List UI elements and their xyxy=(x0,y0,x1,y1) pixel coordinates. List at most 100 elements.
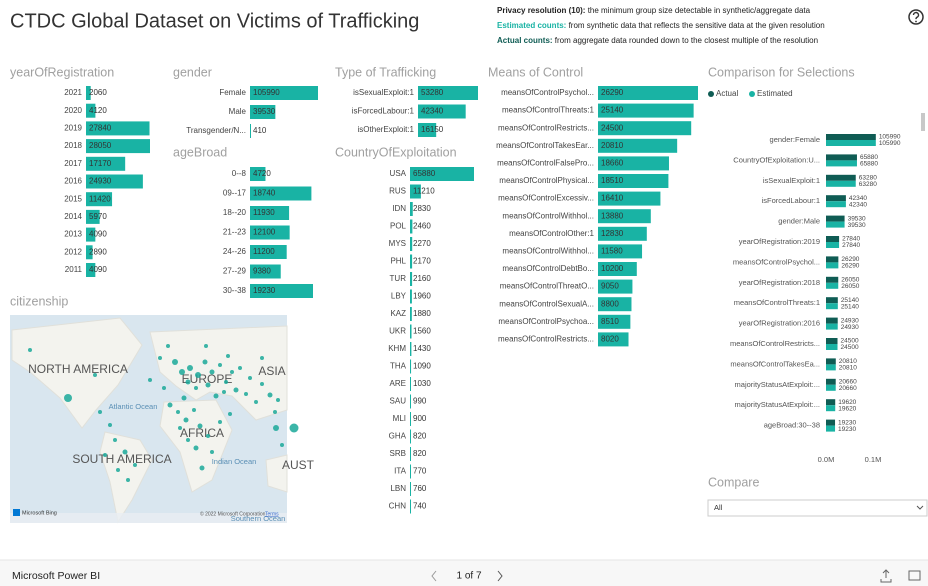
bar-value: 11580 xyxy=(601,247,623,256)
bar-value: 2890 xyxy=(89,247,107,256)
bar xyxy=(410,184,421,199)
bar xyxy=(410,412,411,426)
map-dot xyxy=(199,465,205,471)
map-dot xyxy=(267,392,273,398)
row-label: MYS xyxy=(389,239,406,248)
row-label: 0--8 xyxy=(232,169,247,178)
row-label: 09--17 xyxy=(223,189,247,198)
bar-estimated xyxy=(826,364,836,371)
bar-actual xyxy=(826,276,839,283)
row-label: meansOfControlRestricts... xyxy=(730,339,820,348)
bar xyxy=(250,186,312,201)
next-page[interactable] xyxy=(497,570,503,582)
map-dot xyxy=(113,438,117,442)
map-label: SOUTH AMERICA xyxy=(72,452,171,466)
row-label: ageBroad:30--38 xyxy=(764,421,820,430)
x-tick-label: 0.0M xyxy=(818,455,835,464)
row-label: SRB xyxy=(390,449,406,458)
bar-value: 990 xyxy=(413,397,427,406)
row-label: SAU xyxy=(390,397,407,406)
row-label: KHM xyxy=(388,344,406,353)
row-label: LBN xyxy=(390,484,406,493)
map-dot xyxy=(218,363,222,367)
footer xyxy=(0,560,928,586)
bar-value: 2270 xyxy=(413,239,431,248)
bar xyxy=(86,103,96,118)
bar-estimated xyxy=(826,160,857,167)
bar-value: 16410 xyxy=(601,194,624,203)
map-label: AFRICA xyxy=(180,426,224,440)
map-dot xyxy=(148,378,152,382)
map-dot xyxy=(122,449,128,455)
row-label: meansOfControlRestricts... xyxy=(498,123,594,132)
row-label: meansOfControlPsychol... xyxy=(501,88,594,97)
bar xyxy=(250,264,281,279)
bar-value: 1090 xyxy=(413,362,431,371)
bar-actual xyxy=(826,236,840,242)
bar xyxy=(410,447,411,461)
value-estimated: 19620 xyxy=(838,405,856,412)
bar-value: 11420 xyxy=(89,194,111,203)
map-dot xyxy=(224,380,228,384)
compare-dropdown[interactable]: All xyxy=(707,499,928,517)
map-dot xyxy=(230,370,234,374)
value-actual: 24500 xyxy=(841,338,859,345)
row-label: meansOfControlThreatO... xyxy=(500,282,594,291)
bar-actual xyxy=(826,399,836,406)
row-label: PHL xyxy=(390,257,406,266)
bar-value: 2160 xyxy=(413,274,431,283)
bar xyxy=(250,105,276,119)
row-label: meansOfControlThreats:1 xyxy=(734,298,820,307)
map-dot xyxy=(195,372,201,378)
map-dot xyxy=(222,390,226,394)
note-text: from synthetic data that reflects the se… xyxy=(566,21,824,30)
bar xyxy=(598,191,661,206)
map-dot xyxy=(176,410,180,414)
bar-value: 20810 xyxy=(601,141,624,150)
row-label: LBY xyxy=(391,292,407,301)
map-dot xyxy=(28,348,32,352)
bar xyxy=(598,314,631,329)
bar xyxy=(250,284,313,298)
map-dot xyxy=(205,382,211,388)
bar xyxy=(250,206,290,220)
row-label: 27--29 xyxy=(223,267,247,276)
map-label: ASIA xyxy=(258,364,285,378)
bar-value: 105990 xyxy=(253,88,280,97)
row-label: 2016 xyxy=(64,177,82,186)
value-estimated: 27840 xyxy=(842,242,860,249)
bar xyxy=(86,209,100,224)
map-dot xyxy=(254,400,258,404)
map-dot xyxy=(167,402,173,408)
bar xyxy=(410,464,411,479)
value-actual: 65880 xyxy=(860,154,878,161)
row-label: ARE xyxy=(390,379,406,388)
row-label: isSexualExploit:1 xyxy=(353,88,414,97)
map-dot xyxy=(244,392,248,396)
fullscreen-icon[interactable] xyxy=(908,570,921,581)
x-tick-label: 0.1M xyxy=(865,455,882,464)
scrollbar[interactable] xyxy=(921,113,925,131)
value-actual: 42340 xyxy=(849,195,867,202)
bar xyxy=(598,174,669,188)
bar-value: 760 xyxy=(413,484,427,493)
bar xyxy=(86,139,150,154)
help-icon[interactable] xyxy=(908,9,924,25)
row-label: majorityStatusAtExploit:... xyxy=(735,380,820,389)
prev-page[interactable] xyxy=(431,570,437,582)
share-icon[interactable] xyxy=(880,569,892,583)
map-dot xyxy=(179,369,185,375)
bar-value: 24500 xyxy=(601,123,624,132)
bar-value: 4720 xyxy=(253,169,271,178)
note: Privacy resolution (10): the minimum gro… xyxy=(497,6,811,15)
map-dot xyxy=(228,412,232,416)
row-label: meansOfControlPsychoa... xyxy=(498,317,594,326)
bar xyxy=(410,394,411,409)
map[interactable]: NORTH AMERICA EUROPE ASIA Atlantic Ocean AFR… xyxy=(10,315,315,524)
map-dot xyxy=(289,423,299,433)
bar xyxy=(410,482,411,496)
bar-value: 410 xyxy=(253,126,267,135)
value-estimated: 20660 xyxy=(839,385,857,392)
panel-title: Means of Control xyxy=(488,65,583,79)
map-dot xyxy=(213,393,219,399)
